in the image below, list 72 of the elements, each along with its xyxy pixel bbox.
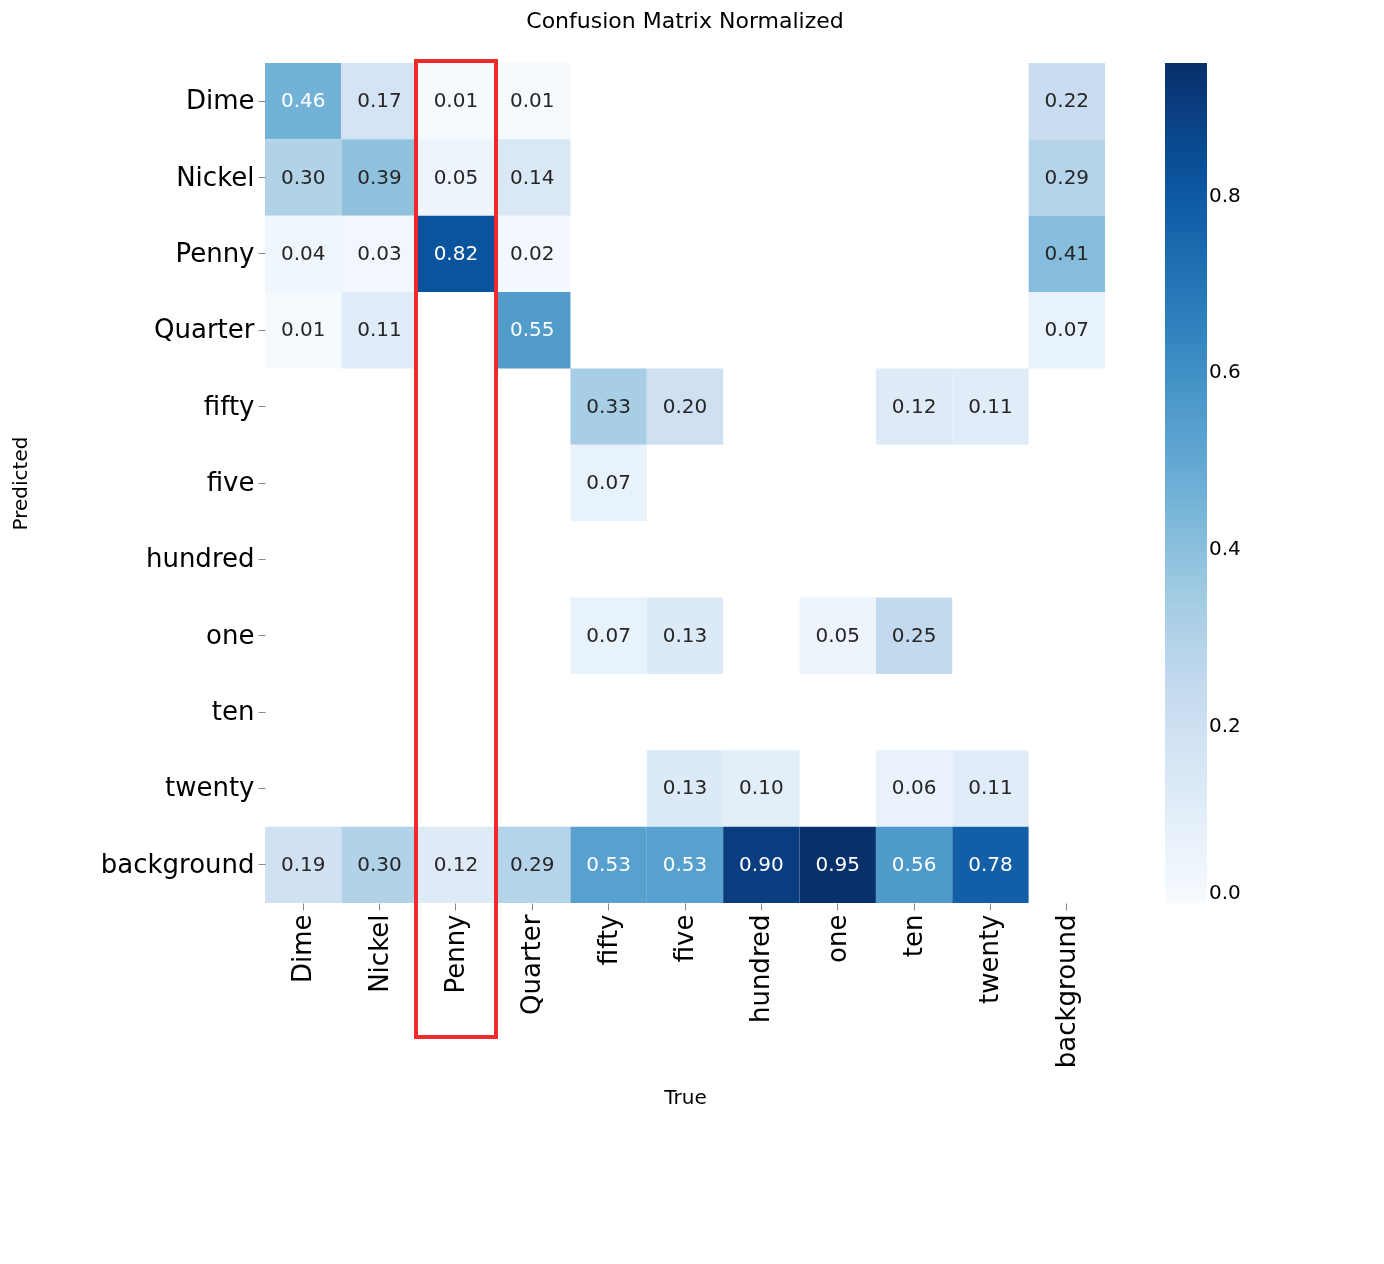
y-tick-label: one bbox=[206, 619, 255, 650]
x-tick-label: Dime bbox=[287, 914, 318, 984]
chart-title: Confusion Matrix Normalized bbox=[526, 8, 844, 33]
data-label: 0.29 bbox=[510, 851, 555, 876]
data-label: 0.07 bbox=[586, 470, 631, 494]
data-label: 0.01 bbox=[280, 317, 326, 342]
x-tick-label: one bbox=[821, 914, 852, 963]
data-label: 0.95 bbox=[815, 851, 860, 876]
data-label: 0.33 bbox=[586, 393, 631, 418]
data-label: 0.07 bbox=[586, 622, 631, 647]
x-tick-label: twenty bbox=[974, 914, 1005, 1005]
y-axis-title: Predicted bbox=[7, 436, 32, 531]
data-label: 0.41 bbox=[1044, 240, 1090, 265]
x-tick-label: Nickel bbox=[363, 914, 394, 993]
data-label: 0.25 bbox=[891, 622, 937, 647]
y-tick-label: background bbox=[100, 848, 255, 879]
data-label: 0.20 bbox=[662, 393, 708, 418]
data-label: 0.30 bbox=[280, 164, 326, 189]
y-tick-label: Quarter bbox=[154, 314, 255, 345]
color-bar-label: 0.8 bbox=[1209, 182, 1241, 207]
data-label: 0.55 bbox=[510, 317, 555, 342]
data-label: 0.07 bbox=[1044, 317, 1090, 342]
data-label: 0.14 bbox=[510, 164, 555, 189]
data-label: 0.12 bbox=[891, 393, 937, 418]
data-label: 0.19 bbox=[280, 851, 326, 876]
y-tick-label: ten bbox=[211, 696, 255, 727]
data-label: 0.05 bbox=[815, 622, 860, 647]
y-tick-label: five bbox=[206, 467, 255, 497]
data-label: 0.53 bbox=[586, 851, 631, 876]
x-tick-label: Quarter bbox=[516, 914, 547, 1015]
y-tick-label: twenty bbox=[164, 772, 255, 803]
x-tick-label: background bbox=[1050, 914, 1081, 1069]
data-label: 0.30 bbox=[357, 851, 402, 876]
x-tick-label: hundred bbox=[745, 914, 776, 1024]
data-label: 0.13 bbox=[662, 622, 708, 647]
color-bar-label: 0.2 bbox=[1209, 713, 1241, 738]
data-label: 0.01 bbox=[433, 88, 479, 113]
y-tick-label: hundred bbox=[145, 543, 255, 574]
data-label: 0.78 bbox=[968, 851, 1013, 876]
x-tick-label: Penny bbox=[439, 914, 470, 994]
color-bar-label: 0.4 bbox=[1209, 536, 1241, 561]
color-bar-label: 0.6 bbox=[1209, 359, 1241, 384]
data-label: 0.11 bbox=[968, 775, 1013, 800]
data-label: 0.03 bbox=[357, 240, 402, 265]
data-label: 0.22 bbox=[1044, 88, 1090, 113]
y-tick-label: Dime bbox=[185, 85, 255, 116]
y-tick-label: Nickel bbox=[176, 161, 255, 192]
data-label: 0.02 bbox=[510, 240, 555, 265]
data-label: 0.17 bbox=[357, 88, 402, 113]
x-tick-label: ten bbox=[898, 914, 929, 958]
data-label: 0.04 bbox=[280, 240, 326, 265]
data-label: 0.11 bbox=[357, 317, 402, 342]
color-bar-label: 0.0 bbox=[1209, 880, 1241, 904]
data-label: 0.39 bbox=[357, 164, 402, 189]
x-axis-title: True bbox=[663, 1085, 707, 1110]
x-tick-label: five bbox=[669, 914, 699, 963]
y-tick-label: fifty bbox=[203, 390, 255, 421]
data-label: 0.06 bbox=[891, 775, 937, 800]
data-label: 0.05 bbox=[433, 164, 479, 189]
data-label: 0.13 bbox=[662, 775, 708, 800]
data-label: 0.46 bbox=[280, 88, 326, 113]
data-label: 0.82 bbox=[433, 240, 479, 265]
data-label: 0.12 bbox=[433, 851, 479, 876]
data-label: 0.10 bbox=[739, 775, 784, 800]
data-label: 0.90 bbox=[739, 851, 784, 876]
data-label: 0.29 bbox=[1044, 164, 1090, 189]
data-label: 0.56 bbox=[891, 851, 937, 876]
y-tick-label: Penny bbox=[175, 237, 255, 268]
data-label: 0.11 bbox=[968, 393, 1013, 418]
data-label: 0.01 bbox=[510, 88, 555, 113]
data-label: 0.53 bbox=[662, 851, 708, 876]
x-tick-label: fifty bbox=[592, 914, 623, 966]
